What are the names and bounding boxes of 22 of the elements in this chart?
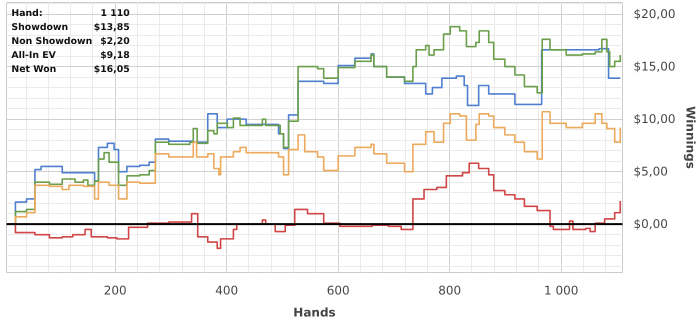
x-tick-label: 600	[326, 284, 350, 298]
annotation: $13,85	[94, 22, 130, 33]
annotation: Net Won	[11, 64, 56, 75]
annotation: $16,05	[94, 64, 130, 75]
y-axis-title: Winnings	[683, 106, 698, 169]
x-tick-label: 1 000	[544, 284, 578, 298]
annotation: Hand:	[11, 8, 43, 19]
y-tick-label: $20,00	[634, 7, 676, 22]
annotation: $2,20	[100, 36, 130, 47]
x-tick-label: 800	[438, 284, 462, 298]
x-tick-label: 400	[215, 284, 238, 298]
y-tick-label: $5,00	[634, 164, 668, 179]
x-axis-title: Hands	[293, 306, 336, 320]
x-tick-label: 200	[104, 284, 127, 298]
annotation: Non Showdown	[11, 36, 92, 47]
y-tick-label: $10,00	[634, 112, 676, 126]
y-tick-label: $0,00	[634, 217, 668, 232]
y-tick-label: $15,00	[634, 60, 676, 74]
annotation: Showdown	[11, 22, 68, 33]
annotation: 1 110	[100, 8, 130, 19]
annotation: All-In EV	[11, 50, 57, 61]
annotation: $9,18	[100, 50, 130, 61]
